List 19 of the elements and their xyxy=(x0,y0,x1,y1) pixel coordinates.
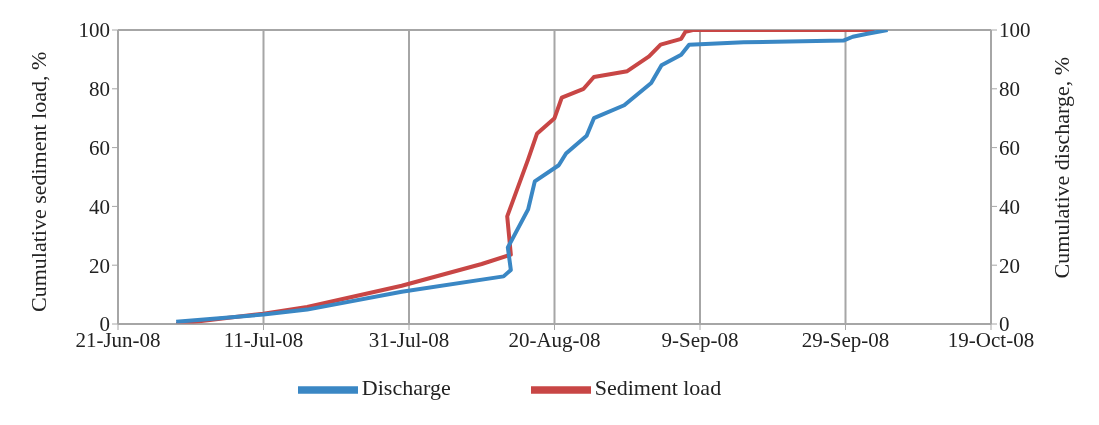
y2-tick-label: 20 xyxy=(999,253,1020,278)
x-tick-label: 20-Aug-08 xyxy=(508,327,601,352)
y-tick-label: 60 xyxy=(89,136,110,161)
y-tick-label: 100 xyxy=(78,18,110,43)
x-tick-label: 31-Jul-08 xyxy=(368,327,450,352)
y2-tick-label: 60 xyxy=(999,136,1020,161)
y-axis-title: Cumulative sediment load, % xyxy=(25,51,51,312)
y-tick-label: 20 xyxy=(89,253,110,278)
legend-label: Sediment load xyxy=(594,375,722,401)
y2-tick-label: 80 xyxy=(999,77,1020,102)
y-tick-label: 40 xyxy=(89,194,110,219)
y-tick-label: 80 xyxy=(89,77,110,102)
x-tick-label: 9-Sep-08 xyxy=(661,327,739,352)
x-tick-label: 29-Sep-08 xyxy=(801,327,890,352)
y2-axis-title: Cumulative discharge, % xyxy=(1048,57,1074,279)
y2-tick-label: 40 xyxy=(999,194,1020,219)
y2-tick-label: 100 xyxy=(999,18,1031,43)
x-tick-label: 11-Jul-08 xyxy=(223,327,304,352)
legend-label: Discharge xyxy=(361,375,451,401)
